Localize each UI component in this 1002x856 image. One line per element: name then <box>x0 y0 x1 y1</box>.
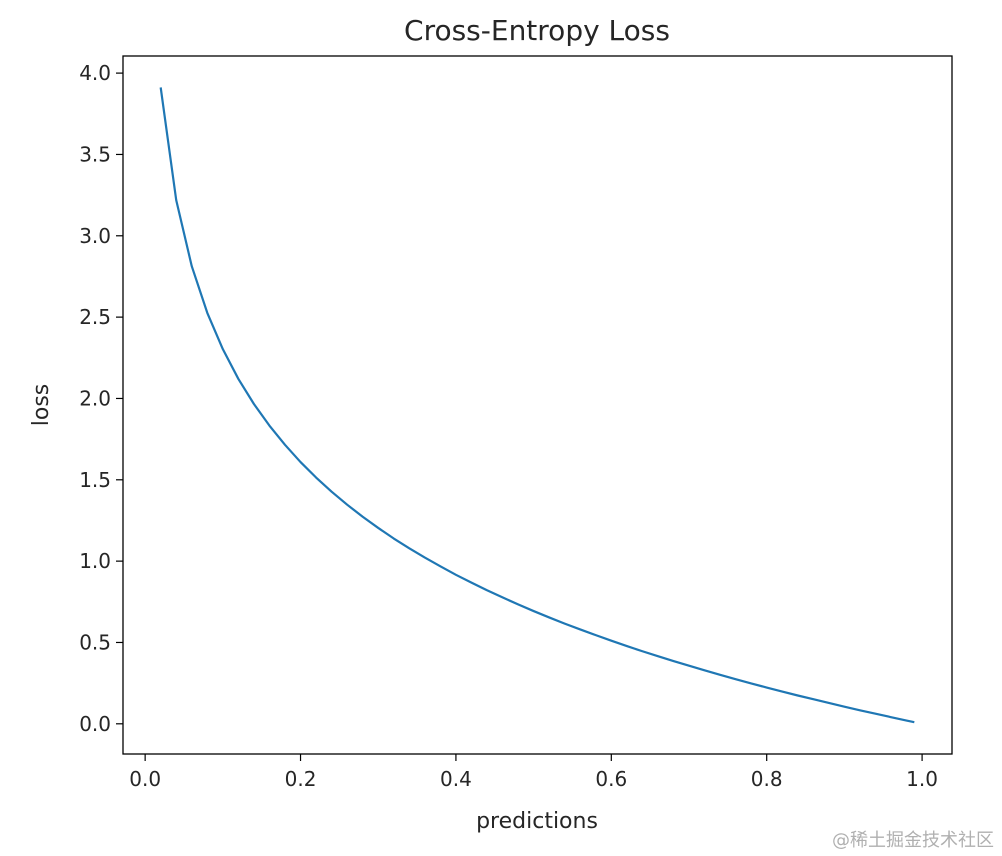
axes-frame <box>122 55 953 755</box>
x-tick-label: 0.0 <box>129 767 161 791</box>
y-tick-label: 1.0 <box>79 549 111 573</box>
y-tick-label: 1.5 <box>79 468 111 492</box>
x-axis-label: predictions <box>476 809 598 834</box>
chart-title: Cross-Entropy Loss <box>404 14 670 47</box>
x-tick-label: 0.6 <box>595 767 627 791</box>
y-tick-label: 2.0 <box>79 386 111 410</box>
y-axis-label: loss <box>29 384 54 427</box>
y-tick-label: 3.0 <box>79 224 111 248</box>
watermark: @稀土掘金技术社区 <box>832 830 994 851</box>
y-axis: 0.0 0.5 1.0 1.5 2.0 2.5 3.0 3.5 4.0 <box>79 61 123 736</box>
y-tick-label: 0.0 <box>79 712 111 736</box>
series-line-loss <box>159 87 915 724</box>
y-tick-label: 4.0 <box>79 61 111 85</box>
x-axis: 0.0 0.2 0.4 0.6 0.8 1.0 <box>129 754 938 791</box>
y-tick-label: 3.5 <box>79 142 111 166</box>
y-tick-label: 0.5 <box>79 630 111 654</box>
x-tick-label: 0.8 <box>751 767 783 791</box>
y-tick-label: 2.5 <box>79 305 111 329</box>
x-tick-label: 1.0 <box>906 767 938 791</box>
plot-area <box>159 87 915 724</box>
x-tick-label: 0.4 <box>440 767 472 791</box>
x-tick-label: 0.2 <box>285 767 317 791</box>
